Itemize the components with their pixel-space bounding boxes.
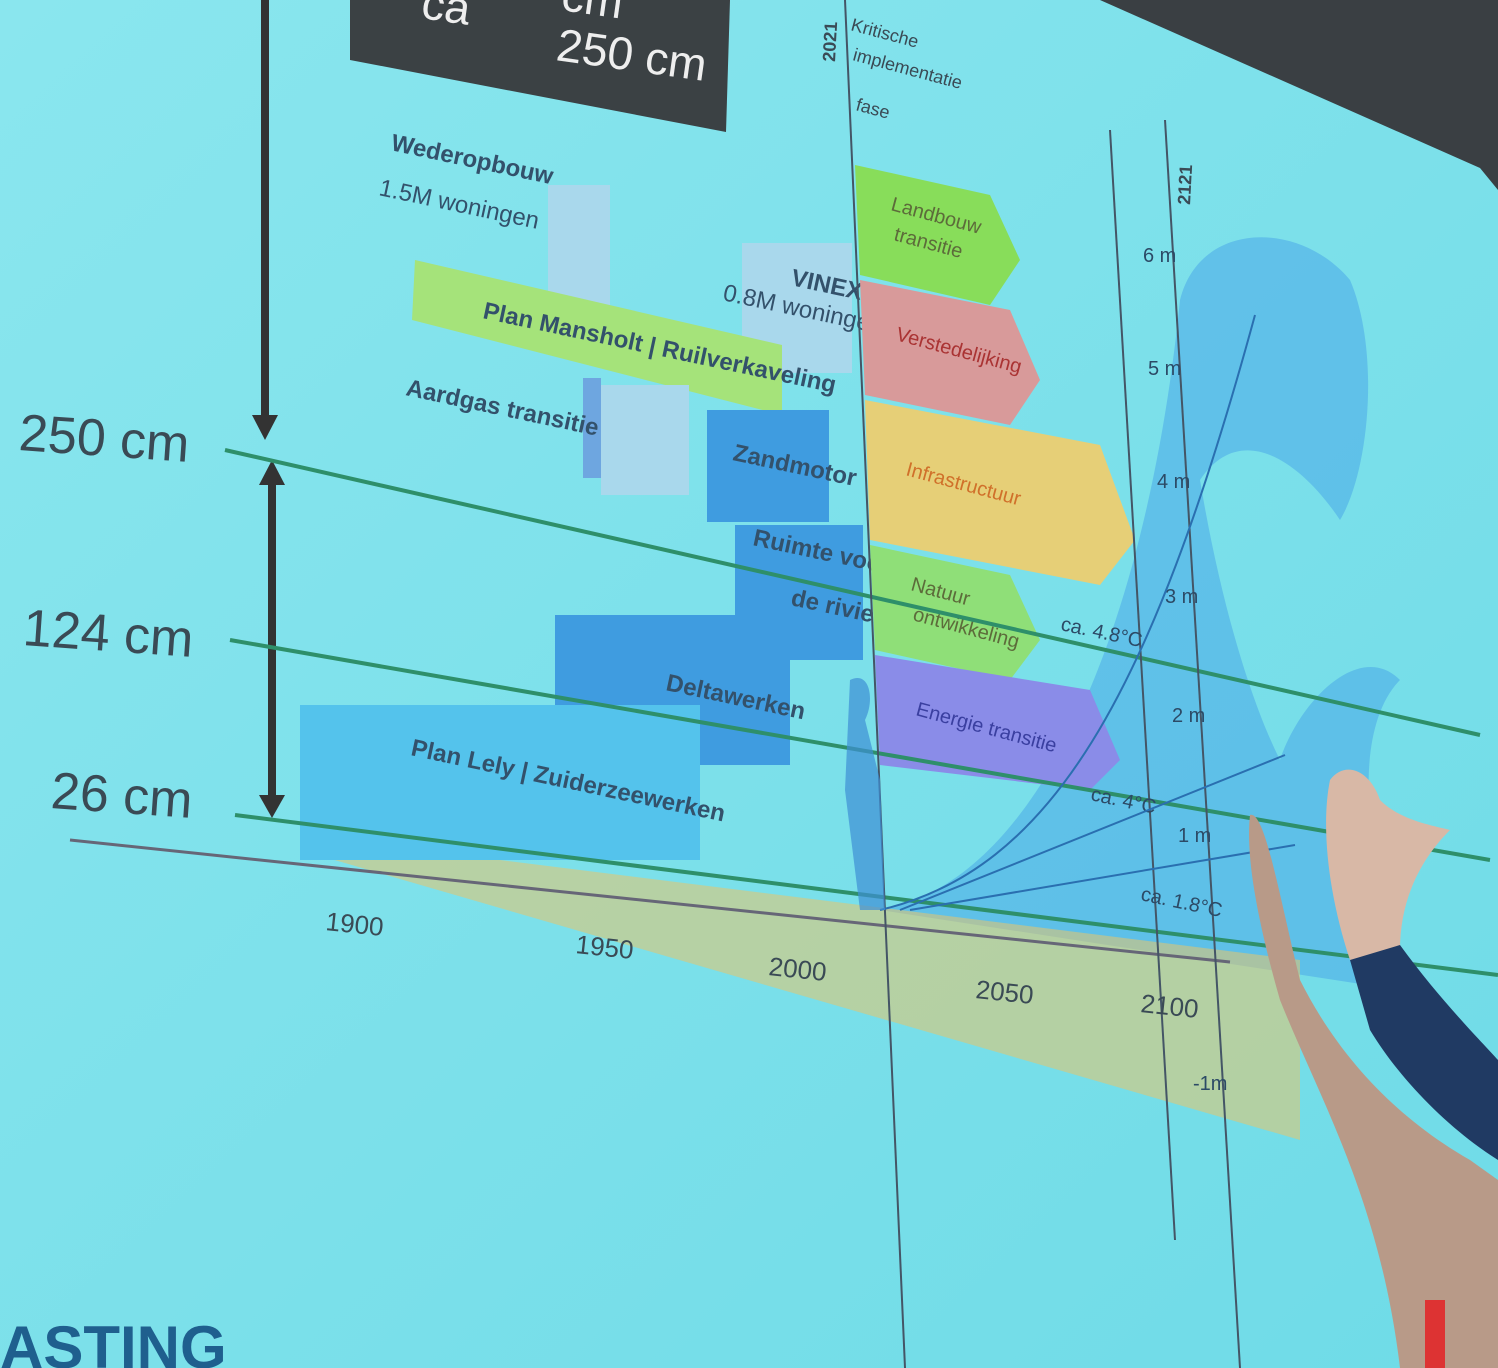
transition-arrow: [865, 400, 1135, 585]
arrow-head: [259, 460, 285, 485]
height-label: 2 m: [1172, 705, 1205, 727]
program-box: [707, 410, 829, 522]
arrow-head: [259, 795, 285, 818]
header-box: [350, 0, 730, 132]
footer-text: ASTING: [0, 1314, 227, 1368]
year-line: [1164, 119, 1241, 1368]
program-box: [583, 378, 601, 478]
time-axis: [69, 838, 1231, 964]
height-label: 3 m: [1165, 586, 1198, 608]
transition-arrow: [870, 545, 1040, 680]
arrow-head: [252, 415, 278, 440]
height-axis: [1109, 129, 1176, 1241]
scenario-curve: [879, 314, 1256, 911]
height-label: 5 m: [1148, 358, 1181, 380]
year-marker: 2121: [1174, 164, 1196, 205]
wall: [1100, 0, 1498, 190]
scenario-curve: [909, 844, 1296, 911]
height-label: 4 m: [1157, 471, 1190, 493]
level-label: 250 cm: [17, 404, 191, 474]
year-label: 2050: [974, 974, 1035, 1010]
year-label: 1950: [574, 929, 635, 965]
hand: [1326, 769, 1450, 960]
scenario-curve: [899, 754, 1286, 911]
arm: [1249, 814, 1498, 1368]
wave: [880, 237, 1400, 991]
program-box: [300, 705, 700, 860]
transition-arrow: [855, 165, 1020, 305]
transition-arrow: [875, 655, 1120, 790]
year-label: 1900: [324, 906, 385, 942]
year-line: [844, 0, 906, 1368]
program-box: [601, 385, 689, 495]
height-label: 1 m: [1178, 825, 1211, 847]
level-label: 124 cm: [21, 599, 195, 669]
height-label: -1m: [1193, 1073, 1227, 1095]
subsidence-band: [300, 835, 1300, 1140]
transition-arrow: [860, 280, 1040, 425]
program-box: [548, 185, 610, 305]
silhouette: [845, 678, 885, 910]
header-text: ca: [419, 0, 475, 35]
logo-fragment: [1425, 1300, 1445, 1368]
level-label: 26 cm: [49, 762, 194, 830]
program-box: [412, 260, 782, 415]
year-label: 2100: [1139, 988, 1200, 1024]
year-marker: 2021: [819, 21, 841, 62]
level-line: [224, 448, 1481, 737]
sleeve: [1350, 945, 1498, 1160]
year-label: 2000: [767, 951, 828, 987]
height-label: 6 m: [1143, 245, 1176, 267]
